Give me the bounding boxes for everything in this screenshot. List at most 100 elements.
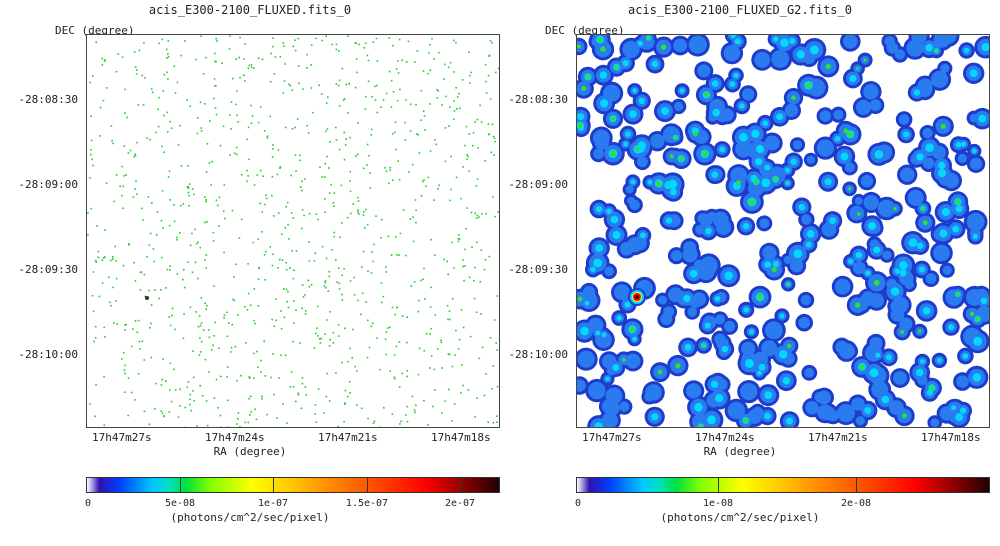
photon-event	[247, 292, 250, 295]
blob-peak	[900, 330, 905, 334]
photon-event	[126, 116, 128, 119]
blob-peak	[714, 296, 721, 302]
photon-event	[437, 187, 439, 190]
blob-core	[817, 390, 831, 405]
photon-event	[339, 236, 341, 239]
photon-event	[434, 314, 437, 316]
blob-peak	[791, 95, 796, 100]
photon-event	[423, 400, 425, 402]
photon-event	[376, 60, 379, 62]
blob-core	[851, 397, 865, 411]
blob-peak	[661, 107, 669, 116]
photon-event	[189, 403, 191, 406]
photon-event	[261, 231, 263, 233]
photon-event	[199, 324, 202, 327]
photon-event	[376, 84, 378, 87]
photon-event	[429, 367, 431, 369]
blob-peak	[753, 179, 759, 185]
photon-event	[237, 121, 239, 123]
photon-event	[279, 166, 282, 168]
photon-event	[392, 179, 394, 181]
photon-event	[215, 378, 218, 381]
photon-event	[261, 398, 263, 400]
blob-peak	[733, 72, 739, 78]
photon-event	[220, 426, 222, 427]
photon-event	[250, 66, 253, 68]
photon-event	[208, 371, 210, 373]
photon-event	[105, 182, 108, 184]
blob-core	[715, 314, 726, 325]
photon-event	[246, 180, 248, 183]
photon-event	[444, 400, 446, 402]
blob-core	[843, 35, 858, 49]
photon-event	[239, 76, 241, 79]
blob-core	[710, 99, 723, 112]
photon-event	[329, 338, 331, 341]
photon-event	[469, 82, 471, 84]
photon-event	[266, 135, 269, 138]
photon-event	[169, 269, 171, 271]
blob-peak	[734, 38, 741, 45]
photon-event	[235, 58, 237, 60]
blob-core	[708, 263, 717, 272]
photon-event	[423, 115, 426, 117]
photon-event	[434, 138, 436, 141]
blob-core	[593, 148, 604, 160]
photon-event	[366, 54, 369, 57]
photon-event	[446, 304, 449, 307]
blob-core	[819, 110, 831, 122]
photon-event	[180, 165, 183, 167]
blob-core	[673, 38, 688, 53]
blob-peak	[656, 180, 662, 187]
blob-peak	[972, 148, 977, 154]
photon-event	[174, 328, 176, 331]
photon-event	[101, 64, 104, 66]
right-plot-area[interactable]	[576, 34, 990, 428]
photon-event	[395, 148, 397, 151]
blob-core	[945, 289, 963, 306]
photon-event	[321, 245, 324, 248]
photon-event	[420, 279, 422, 282]
photon-event	[341, 222, 343, 224]
photon-event	[424, 129, 426, 131]
photon-event	[352, 328, 354, 331]
photon-event	[344, 144, 347, 146]
photon-event	[380, 106, 382, 108]
photon-event	[193, 193, 195, 196]
photon-event	[124, 329, 126, 331]
photon-event	[340, 184, 343, 187]
photon-event	[140, 271, 143, 273]
photon-event	[362, 167, 365, 170]
photon-event	[271, 194, 273, 197]
blob-peak	[577, 296, 583, 302]
blob-peak	[739, 132, 748, 142]
blob-core	[682, 246, 698, 263]
blob-peak	[756, 144, 765, 154]
blob-peak	[694, 402, 703, 412]
photon-event	[369, 172, 371, 174]
right-xtick: 17h47m27s	[582, 431, 642, 444]
blob-peak	[669, 154, 674, 159]
photon-event	[90, 148, 92, 151]
blob-peak	[960, 407, 967, 414]
photon-event	[370, 134, 372, 136]
photon-event	[392, 44, 394, 47]
photon-event	[306, 124, 308, 127]
photon-event	[357, 211, 359, 213]
photon-event	[89, 403, 91, 405]
photon-event	[128, 243, 130, 245]
photon-event	[132, 196, 135, 198]
photon-event	[214, 60, 216, 63]
photon-event	[265, 197, 268, 200]
photon-event	[90, 207, 93, 210]
photon-event	[115, 70, 118, 73]
blob-peak	[711, 80, 719, 87]
photon-event	[399, 88, 401, 91]
blob-core	[720, 108, 734, 122]
photon-event	[91, 158, 93, 161]
photon-event	[244, 80, 246, 82]
photon-event	[158, 297, 160, 300]
left-plot-area[interactable]	[86, 34, 500, 428]
blob-core	[688, 35, 707, 54]
photon-event	[253, 288, 256, 290]
